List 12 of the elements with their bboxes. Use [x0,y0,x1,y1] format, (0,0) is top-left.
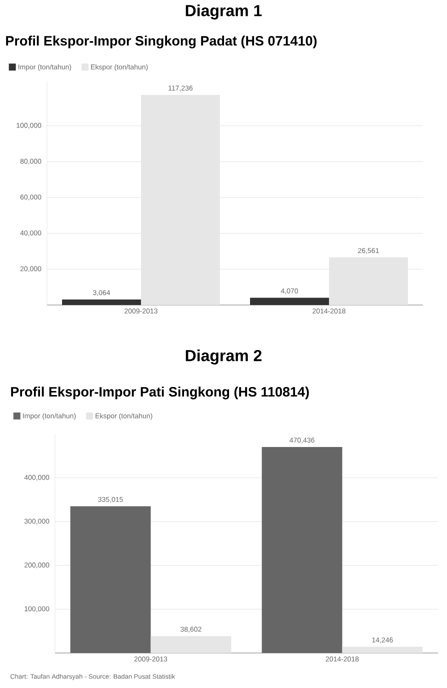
chart-subtitle: Profil Ekspor-Impor Singkong Padat (HS 071410) [6,36,317,48]
bar [250,298,329,306]
bar [62,300,141,306]
bar [328,257,408,306]
chart-title: Diagram 1 [186,4,262,20]
chart-title: Diagram 2 [186,350,262,364]
bar [342,646,423,653]
bar [140,94,220,306]
bar [70,506,151,653]
bar [262,446,342,653]
bar [150,636,232,653]
chart-subtitle: Profil Ekspor-Impor Pati Singkong (HS 110814) [11,386,309,400]
